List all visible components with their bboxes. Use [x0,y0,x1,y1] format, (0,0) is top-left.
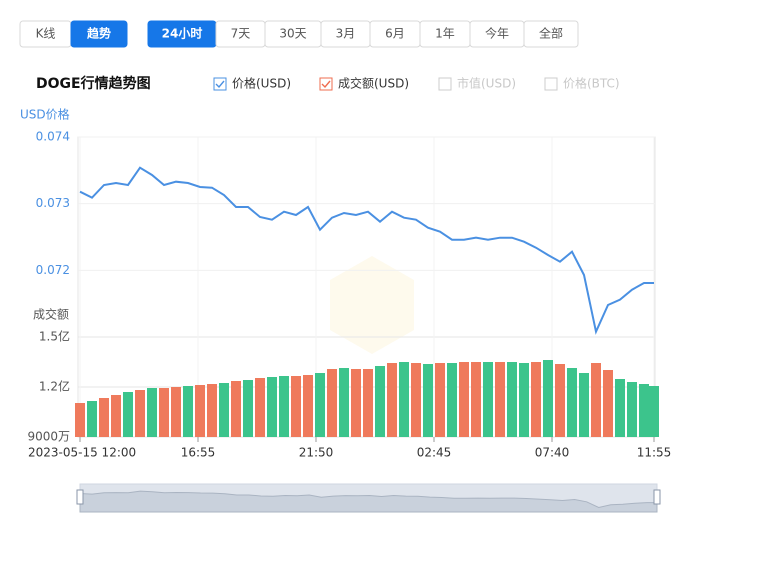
tab-label[interactable]: 今年 [485,26,509,41]
y-tick-label: 0.074 [36,130,70,144]
volume-bar [327,369,337,437]
volume-bar [471,362,481,437]
y-axis-title: USD价格 [20,107,70,122]
tab-button[interactable] [70,20,128,48]
volume-bar [639,384,649,437]
tab-label[interactable]: 30天 [279,27,306,41]
volume-bar [135,390,145,437]
chart-title: DOGE行情趋势图 [36,75,151,92]
volume-bar [231,381,241,437]
volume-bar [219,383,229,437]
y-tick-label: 9000万 [27,430,70,444]
tab-label[interactable]: 7天 [231,27,251,41]
navigator-line [79,490,658,513]
volume-bar [351,369,361,437]
x-tick-label: 11:55 [637,446,672,460]
volume-bar [591,363,601,437]
volume-bar [579,373,589,437]
volume-bar [483,362,493,437]
y-axis-title: 成交额 [33,307,69,322]
volume-bar [519,363,529,437]
volume-bar [171,387,181,437]
tab-label[interactable]: 全部 [539,26,563,41]
x-tick-label: 02:45 [417,446,452,460]
y-tick-label: 1.2亿 [39,379,70,394]
toggle-check[interactable] [215,80,225,89]
toggle-box[interactable] [319,77,333,91]
volume-bar [363,369,373,437]
toggle-label[interactable]: 市值(USD) [457,76,516,91]
toggle-check[interactable] [321,80,331,89]
volume-bar [649,386,659,437]
volume-bar [243,380,253,437]
navigator-handle[interactable] [653,489,661,505]
volume-bar [459,362,469,437]
watermark [330,256,414,354]
toggle-label[interactable]: 成交额(USD) [338,76,409,91]
y-tick-label: 1.5亿 [39,329,70,344]
tab-label[interactable]: 趋势 [87,26,111,41]
toggle-box[interactable] [438,77,452,91]
toggle-box[interactable] [213,77,227,91]
toggle-label[interactable]: 价格(USD) [232,76,291,91]
volume-bar [183,386,193,437]
y-tick-label: 0.073 [36,196,70,210]
volume-bar [507,362,517,437]
price-line [79,166,654,335]
volume-bar [387,363,397,437]
volume-bar [147,388,157,437]
volume-bar [603,370,613,437]
volume-bar [399,362,409,437]
x-tick-label: 2023-05-15 12:00 [28,446,136,460]
volume-bar [339,368,349,437]
volume-bar [111,395,121,437]
tab-label[interactable]: 24小时 [162,26,203,41]
volume-bar [267,377,277,437]
volume-bar [615,379,625,437]
volume-bar [159,388,169,437]
volume-bar [375,366,385,437]
volume-bar [495,362,505,437]
volume-bar [291,376,301,437]
tab-button[interactable] [523,20,579,48]
x-tick-label: 07:40 [535,446,570,460]
navigator-handle[interactable] [76,489,84,505]
tab-label[interactable]: K线 [36,27,56,41]
volume-bar [279,376,289,437]
x-tick-label: 16:55 [181,446,216,460]
volume-bar [531,362,541,437]
volume-bar [423,364,433,437]
volume-bar [87,401,97,437]
x-tick-label: 21:50 [299,446,334,460]
y-tick-label: 0.072 [36,263,70,277]
tab-label[interactable]: 6月 [385,27,405,41]
volume-bar [123,392,133,437]
volume-bar [75,403,85,437]
tab-label[interactable]: 3月 [336,27,356,41]
volume-bar [543,360,553,437]
volume-bar [435,363,445,437]
volume-bar [567,368,577,437]
toggle-label[interactable]: 价格(BTC) [563,76,620,91]
volume-bar [627,382,637,437]
volume-bar [411,363,421,437]
volume-bar [555,364,565,437]
toggle-box[interactable] [544,77,558,91]
volume-bar [315,373,325,437]
volume-bar [99,398,109,437]
volume-bar [255,378,265,437]
tab-label[interactable]: 1年 [435,27,455,41]
volume-bar [447,363,457,437]
volume-bar [195,385,205,437]
volume-bar [303,375,313,437]
volume-bar [207,384,217,437]
